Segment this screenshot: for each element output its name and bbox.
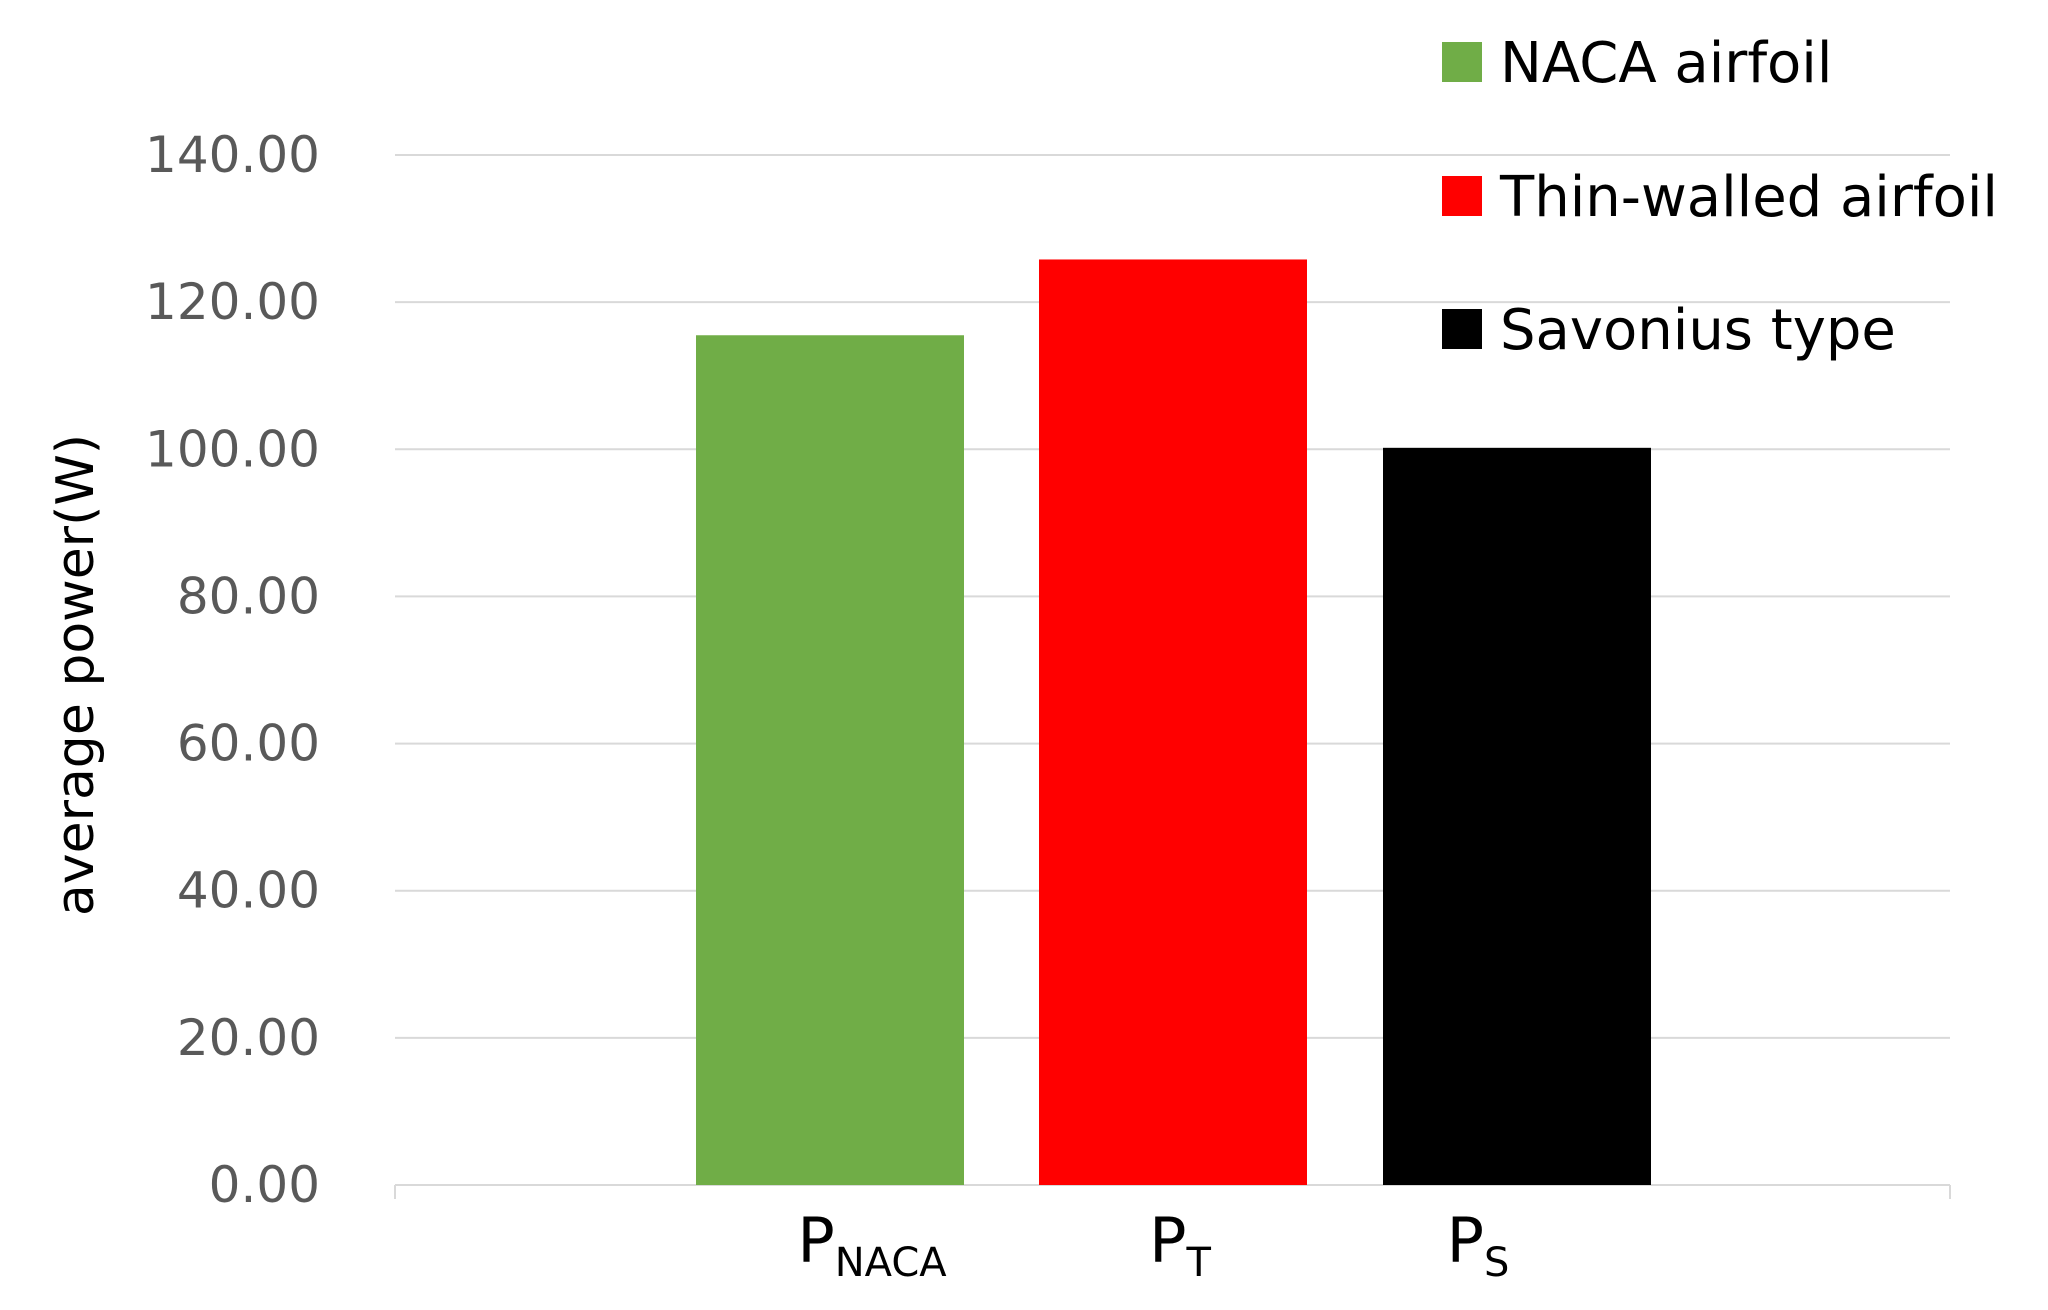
legend-swatch — [1442, 42, 1482, 82]
y-tick-label: 80.00 — [177, 567, 320, 625]
legend-swatch — [1442, 309, 1482, 349]
bar — [696, 335, 964, 1185]
y-axis-title: average power(W) — [46, 434, 106, 916]
bar — [1383, 447, 1651, 1185]
x-category-labels: PNACA PT PS — [797, 1204, 1509, 1286]
x-category-label: PNACA — [797, 1204, 947, 1286]
y-tick-label: 60.00 — [177, 715, 320, 773]
bar — [1039, 259, 1307, 1185]
y-tick-label: 140.00 — [145, 126, 320, 184]
y-tick-labels: 0.00 20.00 40.00 60.00 80.00 100.00 120.00 140.… — [145, 126, 320, 1214]
bars — [696, 259, 1651, 1185]
y-tick-label: 120.00 — [145, 273, 320, 331]
y-tick-label: 20.00 — [177, 1009, 320, 1067]
legend: NACA airfoil Thin-walled airfoil Savonius … — [1442, 31, 1998, 363]
legend-swatch — [1442, 176, 1482, 216]
legend-label: NACA airfoil — [1500, 31, 1832, 96]
legend-label: Thin-walled airfoil — [1499, 165, 1998, 230]
x-category-label: PS — [1447, 1204, 1510, 1286]
legend-label: Savonius type — [1500, 298, 1896, 363]
x-category-label: PT — [1149, 1204, 1211, 1286]
y-tick-label: 40.00 — [177, 862, 320, 920]
y-tick-label: 100.00 — [145, 420, 320, 478]
y-tick-label: 0.00 — [209, 1156, 320, 1214]
